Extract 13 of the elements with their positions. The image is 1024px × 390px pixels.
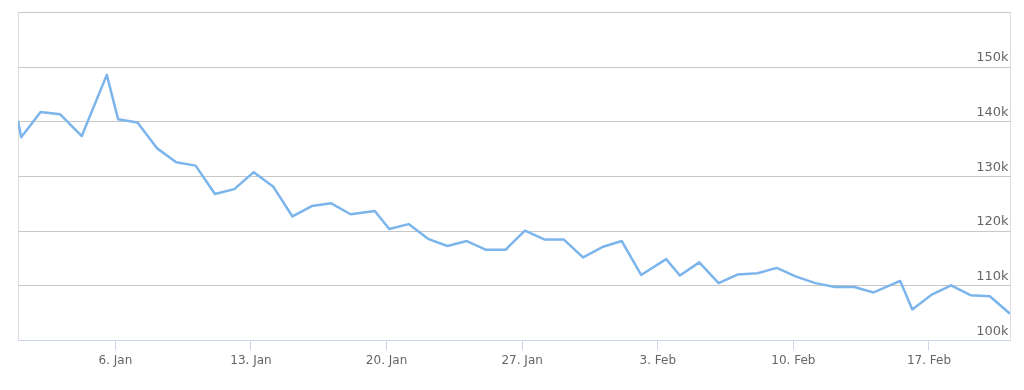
x-tick-label: 17. Feb [906, 352, 952, 367]
y-tick-label: 100k [976, 322, 1009, 338]
y-tick-label: 140k [976, 103, 1009, 119]
x-tick-label: 3. Feb [639, 352, 677, 367]
y-tick-label: 130k [976, 158, 1009, 174]
x-tick-label: 27. Jan [501, 352, 543, 367]
y-tick-label: 120k [976, 213, 1009, 229]
x-tick-label: 6. Jan [98, 352, 133, 367]
x-tick-label: 13. Jan [230, 352, 272, 367]
x-tick-label: 20. Jan [365, 352, 408, 367]
y-tick-label: 150k [976, 49, 1009, 65]
x-tick-label: 10. Feb [771, 352, 816, 367]
y-tick-label: 110k [976, 267, 1009, 283]
